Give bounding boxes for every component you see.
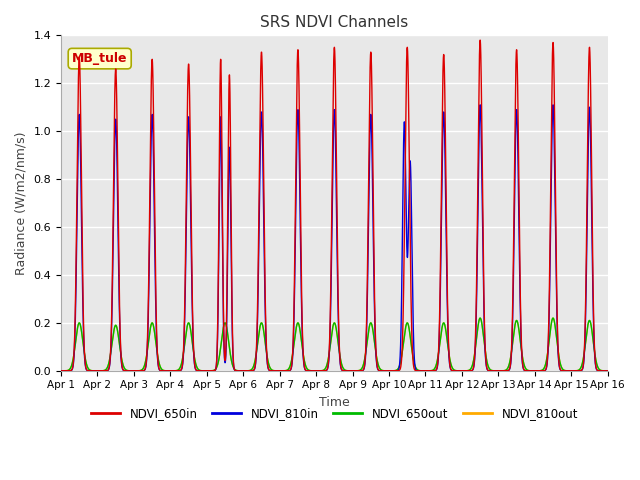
- NDVI_650in: [346, 368, 354, 373]
- NDVI_650out: [346, 368, 354, 373]
- Y-axis label: Radiance (W/m2/nm/s): Radiance (W/m2/nm/s): [15, 132, 28, 275]
- Text: MB_tule: MB_tule: [72, 52, 127, 65]
- NDVI_810in: [188, 307, 196, 312]
- Title: SRS NDVI Channels: SRS NDVI Channels: [260, 15, 408, 30]
- NDVI_810out: [346, 368, 354, 373]
- NDVI_650in: [604, 368, 612, 373]
- NDVI_650out: [57, 368, 65, 373]
- NDVI_810in: [57, 368, 65, 373]
- NDVI_810out: [116, 349, 124, 355]
- NDVI_810in: [177, 367, 185, 373]
- NDVI_810out: [549, 315, 557, 321]
- NDVI_810in: [239, 368, 246, 373]
- NDVI_810out: [57, 368, 65, 373]
- NDVI_810out: [531, 368, 539, 373]
- NDVI_650in: [531, 368, 539, 373]
- NDVI_650out: [116, 349, 124, 355]
- NDVI_650in: [75, 75, 83, 81]
- NDVI_650in: [204, 368, 211, 373]
- NDVI_650out: [549, 315, 557, 321]
- NDVI_810in: [604, 368, 612, 373]
- NDVI_810in: [75, 129, 83, 135]
- NDVI_650out: [604, 368, 612, 373]
- NDVI_650out: [75, 321, 83, 327]
- NDVI_810out: [177, 362, 185, 368]
- Line: NDVI_650out: NDVI_650out: [61, 318, 608, 371]
- Line: NDVI_810out: NDVI_810out: [61, 318, 608, 371]
- NDVI_810in: [116, 348, 124, 353]
- NDVI_650out: [188, 339, 196, 345]
- NDVI_650in: [188, 294, 196, 300]
- NDVI_810out: [604, 368, 612, 373]
- NDVI_650in: [116, 344, 124, 349]
- NDVI_650out: [177, 362, 185, 368]
- X-axis label: Time: Time: [319, 396, 349, 409]
- NDVI_810in: [346, 368, 354, 373]
- NDVI_650in: [177, 367, 185, 373]
- NDVI_810out: [188, 339, 196, 345]
- Legend: NDVI_650in, NDVI_810in, NDVI_650out, NDVI_810out: NDVI_650in, NDVI_810in, NDVI_650out, NDV…: [86, 403, 583, 425]
- NDVI_650in: [57, 368, 65, 373]
- Line: NDVI_650in: NDVI_650in: [61, 40, 608, 371]
- NDVI_650in: [476, 37, 484, 43]
- NDVI_810in: [549, 102, 557, 108]
- Line: NDVI_810in: NDVI_810in: [61, 105, 608, 371]
- NDVI_810in: [531, 368, 539, 373]
- NDVI_810out: [75, 321, 83, 327]
- NDVI_650out: [531, 368, 539, 373]
